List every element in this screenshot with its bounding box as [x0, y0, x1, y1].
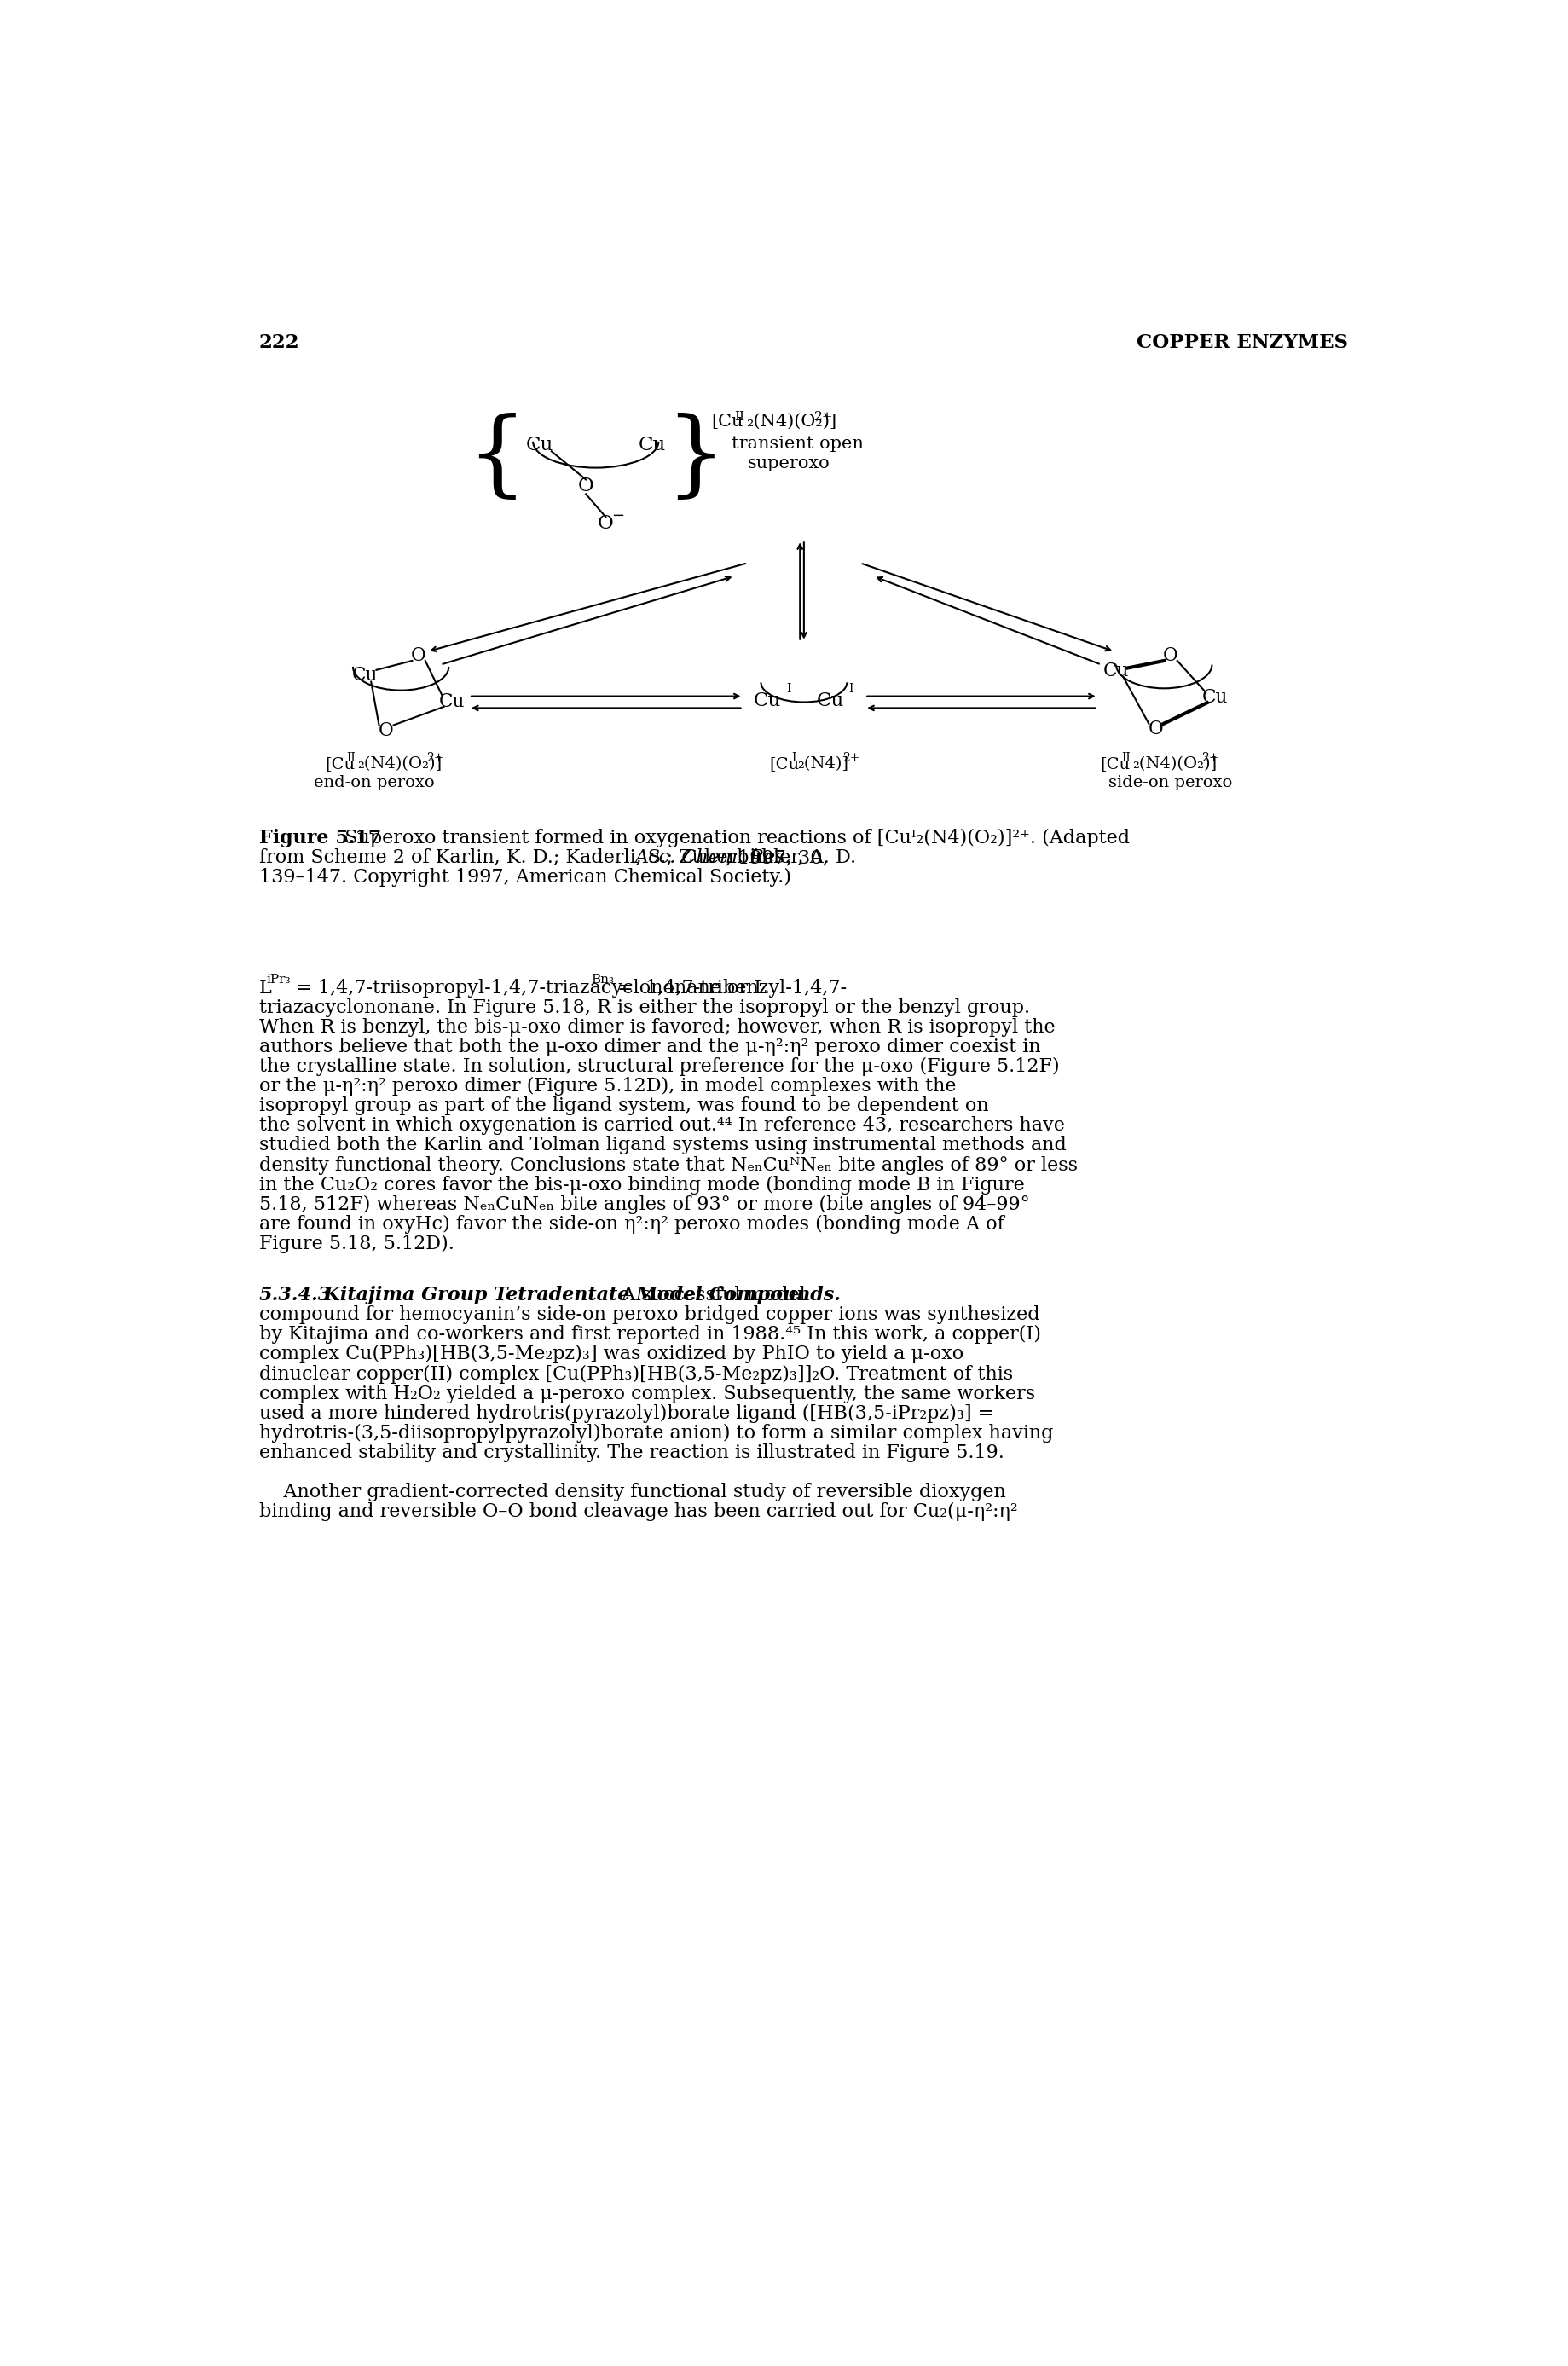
- Text: Superoxo transient formed in oxygenation reactions of [Cuᴵ₂(N4)(O₂)]²⁺. (Adapted: Superoxo transient formed in oxygenation…: [332, 828, 1131, 847]
- Text: transient open: transient open: [731, 435, 864, 452]
- Text: studied both the Karlin and Tolman ligand systems using instrumental methods and: studied both the Karlin and Tolman ligan…: [259, 1136, 1066, 1155]
- Text: Cu: Cu: [638, 435, 666, 454]
- Text: I: I: [786, 684, 790, 696]
- Text: Cu: Cu: [1203, 689, 1228, 707]
- Text: Acc. Chem. Res.: Acc. Chem. Res.: [635, 849, 792, 868]
- Text: Cu: Cu: [351, 665, 378, 684]
- Text: , 1997, 30,: , 1997, 30,: [726, 849, 828, 868]
- Text: ₂(N4)]: ₂(N4)]: [797, 757, 848, 771]
- Text: }: }: [665, 412, 724, 504]
- Text: end-on peroxo: end-on peroxo: [314, 776, 434, 790]
- Text: When R is benzyl, the bis-μ-oxo dimer is favored; however, when R is isopropyl t: When R is benzyl, the bis-μ-oxo dimer is…: [259, 1017, 1055, 1036]
- Text: O: O: [1163, 646, 1178, 665]
- Text: [Cu: [Cu: [770, 757, 800, 771]
- Text: ₂(N4)(O₂)]: ₂(N4)(O₂)]: [1132, 757, 1217, 771]
- Text: hydrotris-(3,5-diisopropylpyrazolyl)borate anion) to form a similar complex havi: hydrotris-(3,5-diisopropylpyrazolyl)bora…: [259, 1424, 1052, 1443]
- Text: [Cu: [Cu: [325, 757, 354, 771]
- Text: are found in oxyHc) favor the side-on η²:η² peroxo modes (bonding mode A of: are found in oxyHc) favor the side-on η²…: [259, 1214, 1004, 1233]
- Text: I: I: [792, 752, 797, 764]
- Text: 5.3.4.3: 5.3.4.3: [259, 1285, 331, 1304]
- Text: 139–147. Copyright 1997, American Chemical Society.): 139–147. Copyright 1997, American Chemic…: [259, 868, 790, 887]
- Text: ₂(N4)(O₂)]: ₂(N4)(O₂)]: [358, 757, 442, 771]
- Text: COPPER ENZYMES: COPPER ENZYMES: [1137, 334, 1348, 353]
- Text: 2+: 2+: [814, 412, 833, 424]
- Text: or the μ-η²:η² peroxo dimer (Figure 5.12D), in model complexes with the: or the μ-η²:η² peroxo dimer (Figure 5.12…: [259, 1077, 956, 1095]
- Text: = 1,4,7-triisopropyl-1,4,7-triazacyclononane or L: = 1,4,7-triisopropyl-1,4,7-triazacyclono…: [290, 980, 767, 996]
- Text: Cu: Cu: [1102, 662, 1129, 681]
- Text: O: O: [1148, 719, 1163, 738]
- Text: authors believe that both the μ-oxo dimer and the μ-η²:η² peroxo dimer coexist i: authors believe that both the μ-oxo dime…: [259, 1039, 1040, 1055]
- Text: L: L: [259, 980, 271, 996]
- Text: A successful model: A successful model: [616, 1285, 806, 1304]
- Text: Cu: Cu: [439, 693, 464, 710]
- Text: 5.18, 512F) whereas NₑₙCuNₑₙ bite angles of 93° or more (bite angles of 94–99°: 5.18, 512F) whereas NₑₙCuNₑₙ bite angles…: [259, 1195, 1029, 1214]
- Text: O: O: [378, 722, 394, 741]
- Text: Another gradient-corrected density functional study of reversible dioxygen: Another gradient-corrected density funct…: [259, 1483, 1005, 1502]
- Text: binding and reversible O–O bond cleavage has been carried out for Cu₂(μ-η²:η²: binding and reversible O–O bond cleavage…: [259, 1502, 1018, 1521]
- Text: O: O: [597, 513, 613, 532]
- Text: complex with H₂O₂ yielded a μ-peroxo complex. Subsequently, the same workers: complex with H₂O₂ yielded a μ-peroxo com…: [259, 1384, 1035, 1403]
- Text: II: II: [734, 412, 745, 424]
- Text: =  1,4,7-tribenzyl-1,4,7-: = 1,4,7-tribenzyl-1,4,7-: [612, 980, 847, 996]
- Text: 2+: 2+: [1201, 752, 1218, 764]
- Text: the crystalline state. In solution, structural preference for the μ-oxo (Figure : the crystalline state. In solution, stru…: [259, 1058, 1058, 1077]
- Text: Cu: Cu: [817, 691, 844, 710]
- Text: the solvent in which oxygenation is carried out.⁴⁴ In reference 43, researchers : the solvent in which oxygenation is carr…: [259, 1117, 1065, 1136]
- Text: [Cu: [Cu: [712, 414, 743, 431]
- Text: 2+: 2+: [426, 752, 444, 764]
- Text: side-on peroxo: side-on peroxo: [1109, 776, 1232, 790]
- Text: enhanced stability and crystallinity. The reaction is illustrated in Figure 5.19: enhanced stability and crystallinity. Th…: [259, 1443, 1004, 1462]
- Text: isopropyl group as part of the ligand system, was found to be dependent on: isopropyl group as part of the ligand sy…: [259, 1098, 988, 1114]
- Text: −: −: [612, 509, 624, 523]
- Text: dinuclear copper(II) complex [Cu(PPh₃)[HB(3,5-Me₂pz)₃]]₂O. Treatment of this: dinuclear copper(II) complex [Cu(PPh₃)[H…: [259, 1365, 1013, 1384]
- Text: triazacyclononane. In Figure 5.18, R is either the isopropyl or the benzyl group: triazacyclononane. In Figure 5.18, R is …: [259, 998, 1030, 1017]
- Text: {: {: [467, 412, 527, 504]
- Text: O: O: [411, 646, 426, 665]
- Text: iPr₃: iPr₃: [267, 975, 290, 987]
- Text: O: O: [579, 476, 594, 494]
- Text: compound for hemocyanin’s side-on peroxo bridged copper ions was synthesized: compound for hemocyanin’s side-on peroxo…: [259, 1306, 1040, 1325]
- Text: Kitajima Group Tetradentate Model Compounds.: Kitajima Group Tetradentate Model Compou…: [310, 1285, 840, 1304]
- Text: complex Cu(PPh₃)[HB(3,5-Me₂pz)₃] was oxidized by PhIO to yield a μ-oxo: complex Cu(PPh₃)[HB(3,5-Me₂pz)₃] was oxi…: [259, 1344, 963, 1363]
- Text: superoxo: superoxo: [748, 454, 829, 471]
- Text: Figure 5.18, 5.12D).: Figure 5.18, 5.12D).: [259, 1235, 453, 1254]
- Text: Figure 5.17: Figure 5.17: [259, 828, 381, 847]
- Text: Cu: Cu: [525, 435, 554, 454]
- Text: from Scheme 2 of Karlin, K. D.; Kaderli, S.; Zuberbühler, A. D.: from Scheme 2 of Karlin, K. D.; Kaderli,…: [259, 849, 862, 868]
- Text: Bn₃: Bn₃: [591, 975, 615, 987]
- Text: II: II: [1121, 752, 1131, 764]
- Text: by Kitajima and co-workers and first reported in 1988.⁴⁵ In this work, a copper(: by Kitajima and co-workers and first rep…: [259, 1325, 1041, 1344]
- Text: I: I: [848, 684, 853, 696]
- Text: II: II: [347, 752, 356, 764]
- Text: used a more hindered hydrotris(pyrazolyl)borate ligand ([HB(3,5-iPr₂pz)₃] =: used a more hindered hydrotris(pyrazolyl…: [259, 1403, 993, 1422]
- Text: in the Cu₂O₂ cores favor the bis-μ-oxo binding mode (bonding mode B in Figure: in the Cu₂O₂ cores favor the bis-μ-oxo b…: [259, 1176, 1024, 1195]
- Text: 222: 222: [259, 334, 299, 353]
- Text: [Cu: [Cu: [1101, 757, 1131, 771]
- Text: density functional theory. Conclusions state that NₑₙCuᴺNₑₙ bite angles of 89° o: density functional theory. Conclusions s…: [259, 1155, 1077, 1174]
- Text: ₂(N4)(O₂)]: ₂(N4)(O₂)]: [746, 414, 836, 431]
- Text: Cu: Cu: [754, 691, 781, 710]
- Text: 2+: 2+: [842, 752, 859, 764]
